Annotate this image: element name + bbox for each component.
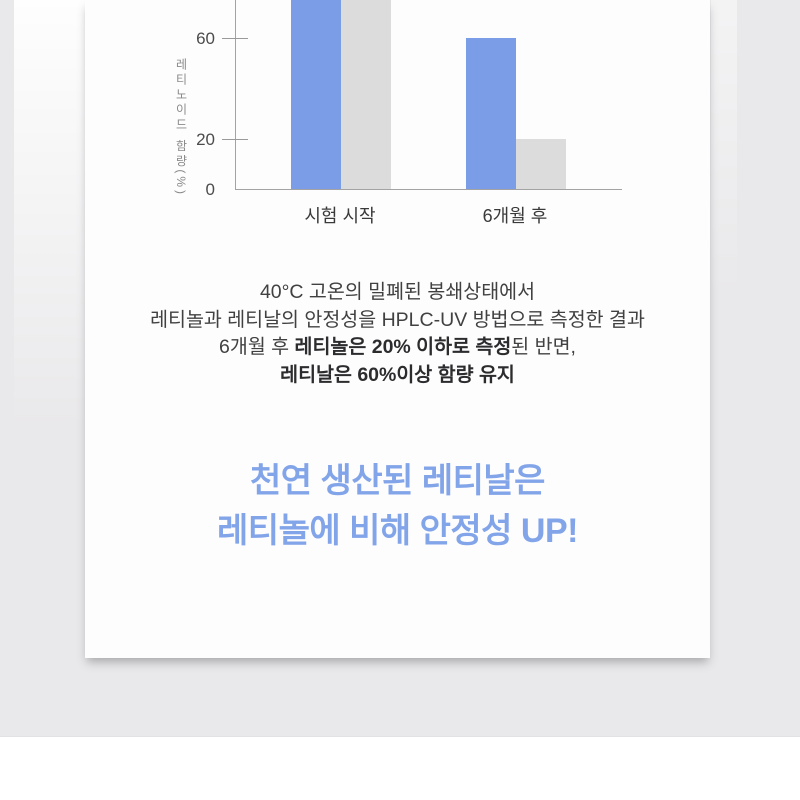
- headline-line-1: 천연 생산된 레티날은: [250, 462, 545, 500]
- tick-label-60: 60: [196, 29, 215, 48]
- category-label: 6개월 후: [482, 206, 548, 226]
- body-segment: 40°C 고온의 밀폐된 봉쇄상태에서: [259, 281, 536, 303]
- y-axis-title: 레티노이드 함량(%): [174, 58, 188, 197]
- bar-레티놀-6개월 후: [516, 139, 566, 189]
- stability-bar-chart: 0 20 60 시험 시작 6개월 후: [196, 0, 622, 226]
- chart-plot-area: [235, 0, 622, 190]
- body-segment: 레티놀과 레티날의 안정성을 HPLC-UV 방법으로 측정한 결과: [150, 308, 645, 331]
- category-label: 시험 시작: [304, 206, 376, 226]
- headline: 천연 생산된 레티날은 레티놀에 비해 안정성 UP!: [85, 456, 710, 556]
- bar-레티날-6개월 후: [466, 38, 516, 189]
- body-line: 6개월 후 레티놀은 20% 이하로 측정된 반면,: [85, 334, 710, 362]
- body-line: 40°C 고온의 밀폐된 봉쇄상태에서: [85, 279, 710, 307]
- body-segment: 된 반면,: [511, 336, 576, 358]
- left-light-gradient: [14, 0, 86, 430]
- right-light-gradient: [711, 0, 737, 300]
- body-line: 레티날은 60%이상 함량 유지: [85, 362, 710, 390]
- body-segment: 6개월 후: [219, 336, 295, 358]
- content-card: 레티노이드 함량(%) 0 20 60 시험 시작 6개월 후 40°C 고온의 밀폐…: [85, 0, 710, 658]
- bar-레티놀-시험 시작: [341, 0, 391, 189]
- body-segment-bold: 레티날은 60%이상 함량 유지: [280, 363, 515, 386]
- body-segment-bold: 레티놀은 20% 이하로 측정: [294, 336, 512, 358]
- body-line: 레티놀과 레티날의 안정성을 HPLC-UV 방법으로 측정한 결과: [85, 307, 710, 335]
- bar-레티날-시험 시작: [291, 0, 341, 189]
- headline-line-2: 레티놀에 비해 안정성 UP!: [217, 512, 578, 550]
